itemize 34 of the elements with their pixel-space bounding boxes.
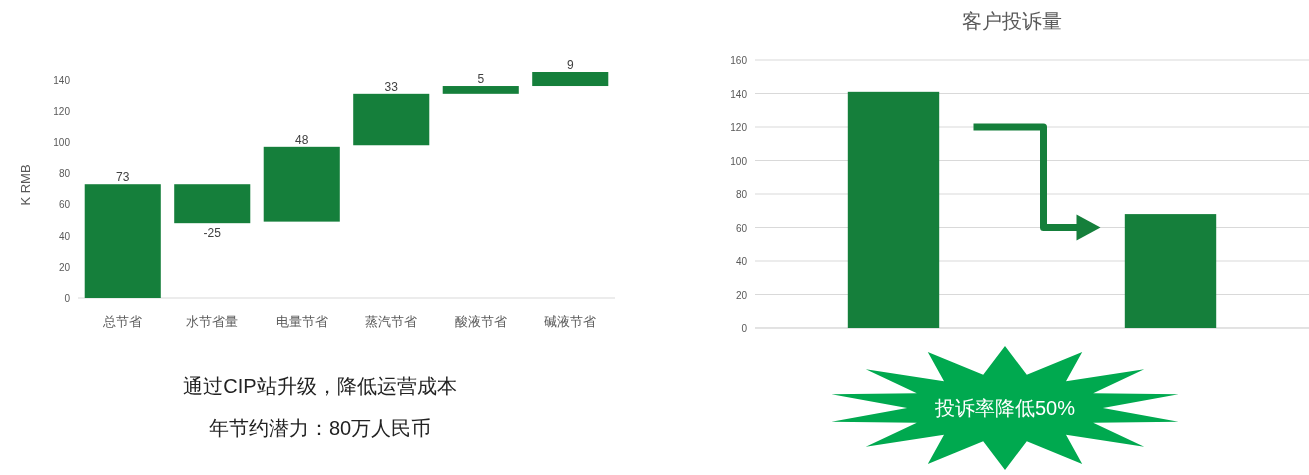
x-tick-label: 蒸汽节省: [365, 314, 418, 329]
y-tick-label: 20: [735, 289, 748, 301]
data-label: -25: [203, 226, 222, 241]
x-tick-label: 水节省量: [186, 314, 239, 329]
x-tick-label: 电量节省: [275, 314, 328, 329]
y-tick-label: 120: [53, 105, 71, 117]
y-tick-label: 60: [58, 199, 71, 211]
chart-title: 客户投诉量: [962, 10, 1062, 32]
y-tick-label: 100: [53, 137, 71, 149]
y-tick-label: 60: [735, 222, 748, 234]
y-tick-label: 80: [735, 189, 748, 200]
y-tick-label: 100: [730, 155, 748, 167]
text: 通过CIP站升级，降低运营成本: [183, 375, 457, 397]
data-label: 5: [477, 72, 485, 87]
text: 年节约潜力：80万人民币: [208, 417, 432, 439]
y-tick-label: 40: [735, 256, 748, 267]
y-tick-label: 20: [58, 261, 71, 273]
y-tick-label: 0: [64, 293, 71, 304]
data-label: 73: [116, 170, 130, 185]
y-tick-label: 80: [58, 168, 71, 180]
y-tick-label: 140: [730, 88, 748, 100]
y-tick-label: 40: [58, 230, 71, 242]
data-label: 48: [295, 132, 309, 147]
x-tick-label: 碱液节省: [544, 314, 597, 329]
y-tick-label: 120: [730, 122, 748, 133]
data-label: 9: [566, 58, 574, 72]
y-tick-label: 140: [53, 74, 71, 86]
y-tick-label: 0: [741, 323, 748, 334]
y-tick-label: 160: [730, 55, 748, 66]
text: 投诉率降低50%: [933, 397, 1076, 419]
x-tick-label: 酸液节省: [454, 314, 507, 329]
y-axis-title: K RMB: [18, 164, 33, 206]
x-tick-label: 总节省: [102, 314, 143, 329]
data-label: 33: [384, 79, 399, 94]
